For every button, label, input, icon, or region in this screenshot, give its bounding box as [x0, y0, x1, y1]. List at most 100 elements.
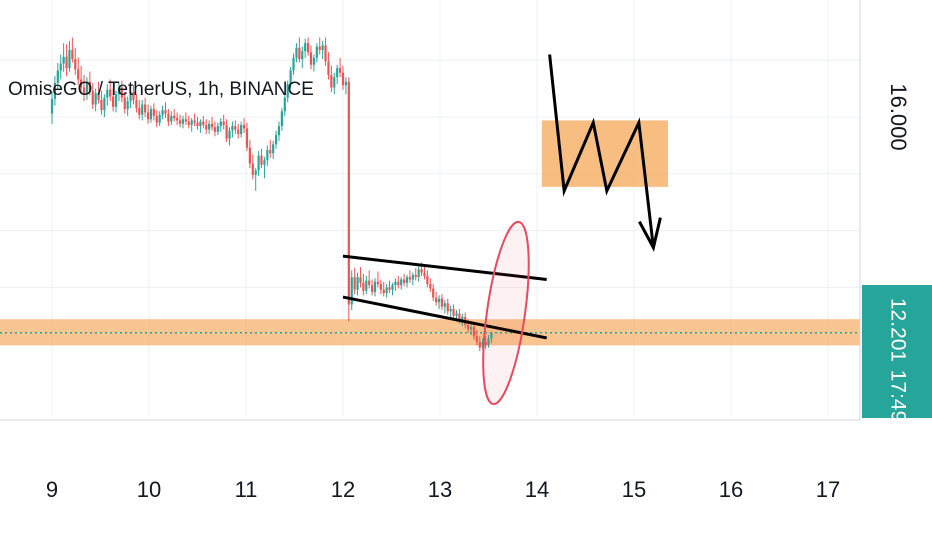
- candle-body: [269, 149, 272, 154]
- candle-body: [263, 160, 266, 165]
- candle-body: [68, 49, 71, 69]
- candle-body: [100, 99, 103, 111]
- candle-body: [461, 316, 464, 321]
- candle-body: [228, 130, 231, 139]
- candle-body: [458, 313, 461, 321]
- last-price-badge: 12.201 17:49: [862, 285, 932, 422]
- candle-body: [216, 126, 219, 132]
- candle-body: [432, 288, 435, 298]
- candle-body: [164, 110, 167, 114]
- bar-countdown: 17:49: [886, 370, 909, 423]
- candle-body: [132, 92, 135, 100]
- candle-body: [176, 118, 179, 121]
- candle-body: [199, 121, 202, 127]
- candle-body: [146, 112, 150, 120]
- candle-body: [315, 46, 318, 58]
- candle-body: [254, 170, 257, 175]
- candle-body: [208, 123, 211, 130]
- candle-body: [158, 114, 161, 123]
- candle-body: [289, 70, 292, 85]
- candle-body: [321, 45, 324, 50]
- candle-body: [144, 104, 147, 113]
- candle-body: [231, 126, 234, 131]
- candle-body: [272, 144, 275, 154]
- candle-body: [368, 280, 371, 286]
- candles: [50, 37, 493, 352]
- candle-body: [371, 285, 374, 292]
- candle-body: [472, 327, 476, 337]
- candle-body: [306, 43, 310, 53]
- candle-body: [59, 63, 62, 71]
- candle-body: [446, 303, 449, 312]
- candle-body: [373, 281, 377, 292]
- last-price-value: 12.201: [886, 298, 909, 362]
- candle-body: [173, 115, 176, 119]
- candle-body: [324, 45, 327, 62]
- candle-body: [106, 89, 109, 98]
- forecast-path: [548, 54, 655, 248]
- candle-body: [356, 277, 359, 290]
- candle-body: [292, 57, 295, 71]
- candle-body: [205, 124, 208, 130]
- candle-body: [170, 115, 173, 122]
- x-tick-label: 13: [428, 477, 452, 502]
- x-tick-label: 17: [816, 477, 840, 502]
- candle-body: [50, 98, 54, 114]
- candle-body: [341, 72, 345, 86]
- candle-body: [222, 121, 225, 125]
- candle-body: [213, 127, 217, 132]
- candle-body: [467, 324, 470, 330]
- candle-body: [109, 89, 112, 97]
- chart-title: OmiseGO / TetherUS, 1h, BINANCE: [8, 79, 314, 100]
- candle-body: [138, 107, 141, 115]
- channel-upper-line: [342, 254, 547, 281]
- y-axis: 16.000: [859, 0, 911, 420]
- candle-body: [181, 119, 185, 124]
- candle-body: [312, 57, 315, 65]
- candle-body: [114, 94, 118, 107]
- candle-body: [161, 110, 164, 115]
- candle-body: [344, 81, 348, 86]
- candle-body: [295, 47, 298, 58]
- candle-body: [242, 124, 246, 129]
- candle-body: [391, 285, 394, 290]
- x-tick-label: 10: [137, 477, 161, 502]
- candle-body: [120, 87, 123, 98]
- candle-body: [155, 115, 158, 123]
- candle-body: [286, 84, 289, 98]
- candle-body: [62, 56, 65, 64]
- candle-body: [280, 111, 283, 127]
- candle-body: [385, 287, 388, 294]
- candle-body: [91, 90, 94, 105]
- x-tick-label: 12: [331, 477, 355, 502]
- candle-body: [97, 93, 100, 100]
- candle-body: [362, 282, 365, 291]
- candle-body: [394, 281, 397, 286]
- candle-body: [455, 313, 458, 316]
- candle-body: [379, 283, 382, 290]
- candle-body: [400, 279, 403, 286]
- candle-body: [484, 341, 487, 346]
- candle-body: [449, 308, 452, 312]
- candle-body: [103, 97, 106, 111]
- candle-body: [435, 297, 438, 303]
- candle-body: [417, 269, 420, 278]
- candle-body: [234, 126, 237, 130]
- highlight-ellipse: [482, 220, 530, 406]
- x-tick-label: 11: [235, 477, 258, 502]
- candle-body: [420, 269, 423, 273]
- candle-body: [475, 336, 478, 342]
- candle-body: [301, 51, 304, 60]
- candle-body: [123, 97, 126, 110]
- candle-body: [184, 119, 187, 122]
- candle-body: [426, 276, 429, 284]
- candle-body: [376, 281, 380, 284]
- y-tick-label: 16.000: [886, 83, 911, 150]
- candle-body: [429, 283, 432, 289]
- candle-body: [152, 109, 155, 116]
- candle-body: [65, 56, 68, 69]
- candle-body: [74, 59, 77, 70]
- candle-body: [94, 93, 97, 105]
